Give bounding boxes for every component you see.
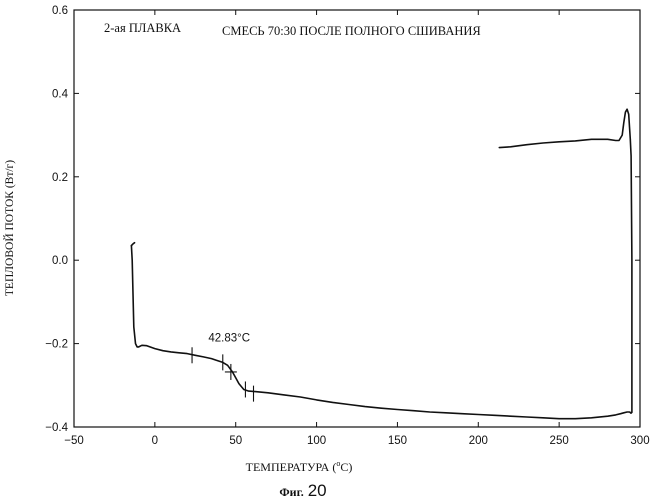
series-line	[131, 243, 134, 246]
x-axis-label-main: ТЕМПЕРАТУРА (	[246, 460, 337, 474]
figure-caption-prefix: Фиг.	[279, 485, 303, 499]
y-axis-label: ТЕПЛОВОЙ ПОТОК (Вт/г)	[2, 160, 16, 296]
y-tick-label: −0.4	[45, 422, 68, 434]
x-tick-label: 250	[550, 435, 569, 447]
chart-title-left: 2-ая ПЛАВКА	[104, 21, 181, 35]
figure-caption-number: 20	[308, 481, 327, 500]
axis-ticks: −50 0 50 100 150 200 250 300 −0.4 −0.2 0.0 0.2 0.4 0.…	[45, 5, 649, 447]
x-tick-label: 200	[469, 435, 488, 447]
x-axis-label: ТЕМПЕРАТУРА (oC)	[246, 459, 353, 474]
x-tick-label: 0	[152, 435, 158, 447]
x-tick-label: 100	[307, 435, 326, 447]
chart-title-right: СМЕСЬ 70:30 ПОСЛЕ ПОЛНОГО СШИВАНИЯ	[222, 24, 481, 38]
series-line	[131, 246, 631, 419]
y-tick-label: 0.4	[52, 88, 69, 100]
figure-caption: Фиг. 20	[279, 481, 326, 500]
y-tick-label: 0.6	[52, 5, 68, 17]
x-tick-label: 150	[388, 435, 407, 447]
x-tick-label: 300	[630, 435, 649, 447]
plot-frame	[74, 10, 640, 427]
tg-annotation-label: 42.83°C	[208, 333, 250, 345]
series-line	[630, 139, 632, 412]
series-line	[499, 109, 630, 147]
tangent-marks	[192, 347, 253, 401]
y-tick-label: 0.2	[52, 172, 68, 184]
y-tick-label: −0.2	[45, 339, 68, 351]
x-axis-label-unit: C)	[340, 460, 352, 474]
x-tick-label: −50	[64, 435, 84, 447]
x-tick-label: 50	[229, 435, 242, 447]
y-tick-label: 0.0	[52, 255, 68, 267]
data-lines	[131, 109, 632, 419]
